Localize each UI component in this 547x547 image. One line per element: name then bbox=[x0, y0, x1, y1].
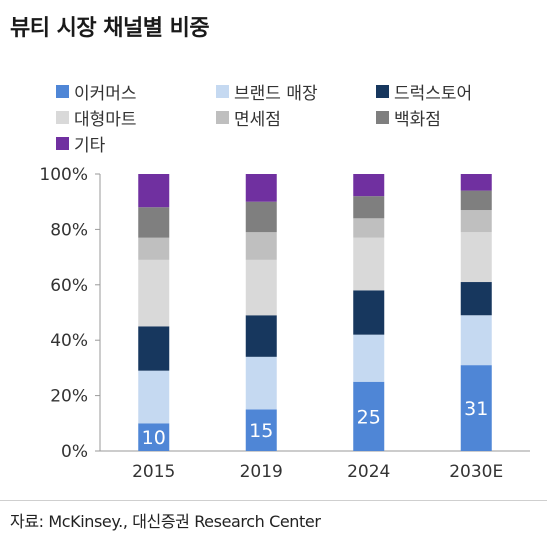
bar-segment bbox=[138, 207, 170, 238]
bar-segment bbox=[460, 365, 492, 451]
bar-segment bbox=[138, 259, 170, 327]
legend-label: 기타 bbox=[74, 135, 106, 156]
bar-segment bbox=[245, 174, 277, 202]
legend-swatch bbox=[56, 84, 69, 98]
legend-item-ecommerce: 이커머스 bbox=[56, 79, 216, 104]
bar-segment bbox=[245, 409, 277, 451]
y-tick-label: 80% bbox=[50, 220, 88, 240]
x-tick-label: 2015 bbox=[132, 462, 175, 482]
bar-segment bbox=[353, 381, 385, 451]
legend-item-duty-free: 면세점 bbox=[216, 105, 376, 130]
legend-swatch bbox=[216, 84, 229, 98]
bar-segment bbox=[245, 232, 277, 260]
bar-data-label: 15 bbox=[249, 420, 273, 442]
bar-segment bbox=[460, 315, 492, 366]
bar-data-label: 10 bbox=[142, 427, 166, 449]
bar-segment bbox=[460, 174, 492, 191]
legend-label: 면세점 bbox=[234, 109, 281, 130]
legend-item-drugstore: 드럭스토어 bbox=[376, 79, 526, 104]
y-tick-label: 20% bbox=[50, 387, 88, 407]
legend: 이커머스 브랜드 매장 드럭스토어 대형마트 면세점 백화점 기타 bbox=[56, 78, 526, 156]
legend-swatch bbox=[56, 136, 69, 150]
bar-segment bbox=[353, 334, 385, 382]
bar-segment bbox=[460, 210, 492, 233]
legend-swatch bbox=[376, 110, 389, 124]
legend-label: 드럭스토어 bbox=[394, 83, 473, 104]
bar-segment bbox=[138, 237, 170, 260]
bar-segment bbox=[353, 218, 385, 238]
x-tick-label: 2024 bbox=[347, 462, 390, 482]
legend-label: 대형마트 bbox=[74, 109, 137, 130]
x-tick-label: 2030E bbox=[449, 462, 503, 482]
source-note: 자료: McKinsey., 대신증권 Research Center bbox=[10, 512, 321, 531]
bar-segment bbox=[460, 282, 492, 316]
bar-segment bbox=[138, 423, 170, 451]
bar-segment bbox=[353, 237, 385, 291]
legend-swatch bbox=[56, 110, 69, 124]
bar-segment bbox=[460, 190, 492, 211]
legend-item-department-store: 백화점 bbox=[376, 105, 526, 130]
bar-segment bbox=[245, 259, 277, 316]
stacked-bar-chart: 0% 20% 40% 60% 80% 100% 10 2015 15 2019 25 2024 31 20… bbox=[39, 165, 530, 482]
y-tick-label: 100% bbox=[39, 165, 88, 185]
chart-title: 뷰티 시장 채널별 비중 bbox=[10, 16, 210, 41]
y-tick-label: 60% bbox=[50, 276, 88, 296]
bar-segment bbox=[138, 370, 170, 424]
legend-item-hypermarket: 대형마트 bbox=[56, 105, 216, 130]
legend-label: 브랜드 매장 bbox=[234, 83, 318, 104]
bar-segment bbox=[138, 326, 170, 371]
legend-item-brand-store: 브랜드 매장 bbox=[216, 79, 376, 104]
bar-segment bbox=[245, 315, 277, 357]
legend-swatch bbox=[216, 110, 229, 124]
bar-data-label: 25 bbox=[357, 406, 381, 428]
bar-segment bbox=[460, 232, 492, 283]
bar-segment bbox=[245, 356, 277, 410]
y-tick-label: 40% bbox=[50, 331, 88, 351]
x-tick-label: 2019 bbox=[240, 462, 283, 482]
bar-data-label: 31 bbox=[464, 398, 488, 420]
legend-label: 이커머스 bbox=[74, 83, 137, 104]
bar-segment bbox=[353, 174, 385, 197]
legend-swatch bbox=[376, 84, 389, 98]
legend-label: 백화점 bbox=[394, 109, 441, 130]
bar-segment bbox=[353, 290, 385, 335]
bar-segment bbox=[138, 174, 170, 208]
y-tick-label: 0% bbox=[61, 442, 88, 462]
divider bbox=[0, 500, 547, 501]
bar-segment bbox=[353, 196, 385, 219]
legend-item-others: 기타 bbox=[56, 131, 216, 156]
bar-segment bbox=[245, 201, 277, 233]
